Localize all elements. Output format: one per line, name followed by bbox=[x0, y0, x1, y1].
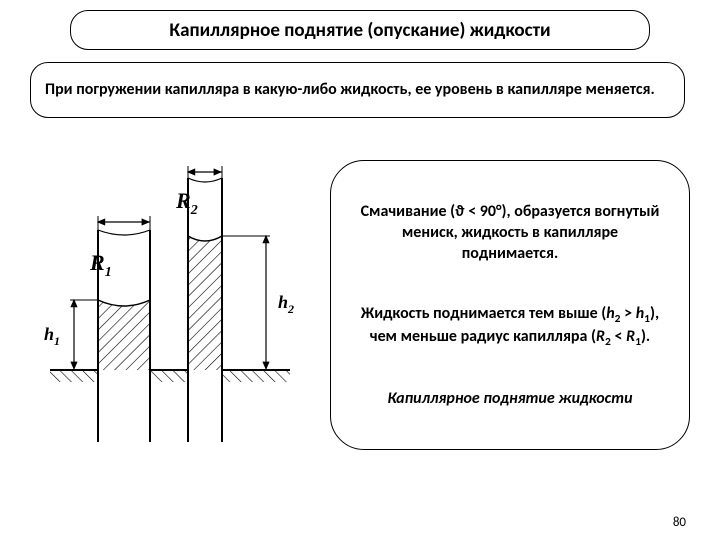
intro-box: При погружении капилляра в какую-либо жи… bbox=[30, 62, 685, 118]
paragraph-radius-relation: Жидкость поднимается тем выше (h2 > h1),… bbox=[353, 304, 667, 350]
label-R2: R2 bbox=[175, 188, 198, 218]
label-h2: h2 bbox=[278, 292, 294, 316]
label-h1: h1 bbox=[44, 324, 60, 348]
capillary-diagram: R1 R2 h1 h2 bbox=[30, 160, 320, 460]
title-text: Капиллярное поднятие (опускание) жидкост… bbox=[169, 19, 550, 42]
label-R1: R1 bbox=[89, 250, 112, 280]
paragraph-caption: Капиллярное поднятие жидкости bbox=[353, 389, 667, 408]
page-number: 80 bbox=[673, 515, 686, 530]
title-box: Капиллярное поднятие (опускание) жидкост… bbox=[70, 10, 650, 50]
intro-text: При погружении капилляра в какую-либо жи… bbox=[45, 80, 655, 100]
main-text-box: Смачивание (ϑ < 90°), образуется вогнуты… bbox=[330, 160, 690, 450]
paragraph-wetting: Смачивание (ϑ < 90°), образуется вогнуты… bbox=[353, 202, 667, 264]
